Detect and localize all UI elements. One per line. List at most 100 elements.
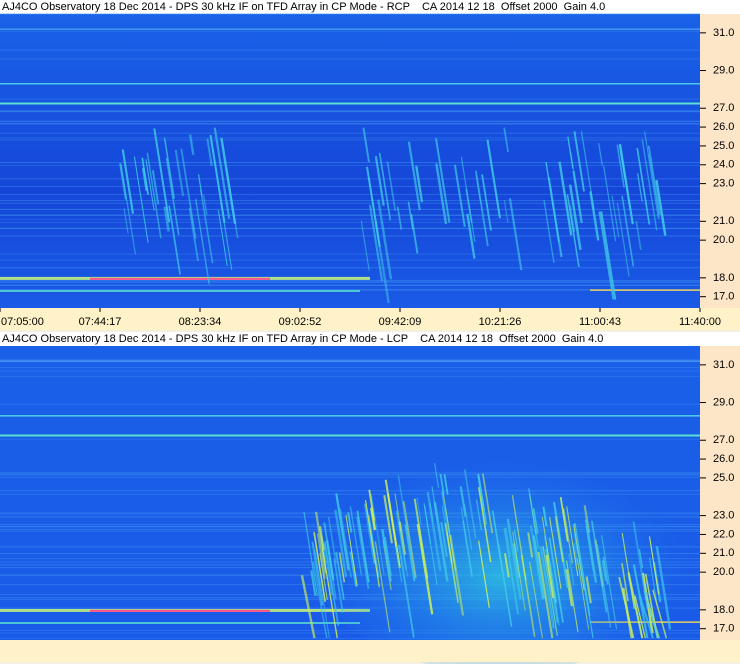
hot-core bbox=[90, 609, 270, 612]
y-tick-label: 20.0 bbox=[713, 234, 734, 246]
burst-streak bbox=[426, 491, 442, 572]
burst-streak bbox=[503, 553, 510, 578]
burst-streak bbox=[634, 595, 646, 639]
burst-streak bbox=[366, 166, 381, 248]
burst-streak bbox=[441, 491, 450, 534]
burst-streak bbox=[407, 201, 414, 230]
burst-streak bbox=[404, 524, 416, 582]
title-bar bbox=[0, 0, 740, 14]
burst-streak bbox=[349, 551, 358, 587]
burst-streak bbox=[568, 553, 575, 586]
burst-streak bbox=[652, 589, 668, 639]
burst-streak bbox=[141, 157, 149, 196]
burst-streak bbox=[481, 174, 492, 231]
burst-streak bbox=[621, 533, 635, 610]
y-tick-label: 21.0 bbox=[713, 547, 734, 559]
burst-streak bbox=[570, 152, 582, 217]
burst-streak bbox=[345, 514, 358, 587]
y-tick-label: 20.0 bbox=[713, 566, 734, 578]
burst-streak bbox=[505, 527, 512, 557]
time-axis bbox=[0, 640, 740, 662]
burst-streak bbox=[312, 561, 328, 639]
burst-streak bbox=[188, 134, 195, 156]
burst-streak bbox=[482, 473, 494, 534]
spectrogram-plot bbox=[0, 346, 700, 664]
burst-streak bbox=[396, 206, 403, 230]
burst-streak bbox=[322, 543, 334, 596]
burst-streak bbox=[491, 510, 504, 573]
burst-streak bbox=[549, 517, 562, 589]
burst-streak bbox=[416, 497, 422, 526]
burst-streak bbox=[562, 508, 574, 564]
burst-streak bbox=[465, 188, 473, 223]
axis-panel bbox=[700, 14, 740, 308]
burst-streak bbox=[462, 520, 473, 578]
burst-streak bbox=[120, 164, 137, 255]
burst-streak bbox=[174, 149, 185, 197]
burst-streak bbox=[641, 139, 658, 231]
burst-streak bbox=[434, 138, 451, 223]
burst-streak bbox=[335, 551, 345, 600]
x-tick-label: 10:21:26 bbox=[479, 316, 522, 328]
burst-streak bbox=[621, 195, 635, 267]
x-tick-label: 11:40:00 bbox=[679, 316, 721, 328]
y-tick-label: 29.0 bbox=[713, 64, 734, 76]
burst-streak bbox=[324, 541, 340, 627]
burst-streak bbox=[334, 509, 348, 578]
burst-streak bbox=[543, 553, 558, 637]
y-tick-label: 27.0 bbox=[713, 102, 734, 114]
burst-streak bbox=[119, 163, 127, 200]
burst-streak bbox=[655, 545, 672, 630]
burst-glow bbox=[310, 433, 690, 664]
burst-streak bbox=[621, 160, 631, 209]
burst-streak bbox=[200, 189, 214, 264]
burst-streak bbox=[378, 152, 392, 221]
burst-streak bbox=[568, 184, 582, 251]
panel-title: AJ4CO Observatory 18 Dec 2014 - DPS 30 k… bbox=[2, 1, 605, 13]
burst-streak bbox=[151, 170, 160, 205]
burst-streak bbox=[568, 204, 576, 233]
burst-streak bbox=[310, 570, 317, 596]
burst-streak bbox=[374, 156, 385, 206]
y-tick-label: 25.0 bbox=[713, 140, 734, 152]
burst-streak bbox=[338, 552, 346, 583]
burst-streak bbox=[397, 475, 409, 534]
y-tick-label: 31.0 bbox=[713, 359, 734, 371]
burst-streak bbox=[543, 200, 555, 263]
burst-streak bbox=[168, 205, 181, 275]
burst-streak bbox=[558, 161, 573, 236]
burst-streak bbox=[402, 500, 417, 579]
burst-streak bbox=[602, 556, 609, 585]
burst-streak bbox=[589, 191, 600, 241]
burst-streak bbox=[601, 560, 607, 581]
y-tick-label: 23.0 bbox=[713, 178, 734, 190]
burst-streak bbox=[637, 173, 643, 202]
burst-streak bbox=[618, 576, 635, 639]
burst-streak bbox=[591, 520, 608, 613]
burst-streak bbox=[203, 195, 208, 216]
burst-streak bbox=[537, 551, 554, 639]
burst-streak bbox=[449, 534, 465, 616]
y-tick-label: 25.0 bbox=[713, 472, 734, 484]
burst-streak bbox=[314, 548, 330, 639]
burst-streak bbox=[477, 475, 483, 498]
x-tick-label: 08:23:34 bbox=[179, 316, 222, 328]
burst-streak bbox=[188, 207, 199, 262]
time-axis bbox=[0, 308, 740, 330]
burst-streak bbox=[548, 561, 558, 604]
burst-streak bbox=[327, 516, 337, 564]
burst-streak bbox=[423, 505, 438, 586]
burst-streak bbox=[349, 506, 362, 575]
burst-streak bbox=[368, 489, 376, 521]
burst-streak bbox=[585, 525, 594, 571]
burst-streak bbox=[585, 576, 592, 604]
burst-streak bbox=[145, 159, 155, 211]
y-tick-label: 22.0 bbox=[713, 528, 734, 540]
burst-streak bbox=[584, 519, 598, 583]
burst-streak bbox=[632, 564, 649, 639]
burst-streak bbox=[616, 144, 625, 188]
burst-streak bbox=[512, 543, 521, 578]
burst-streak bbox=[574, 522, 591, 616]
burst-streak bbox=[466, 213, 476, 259]
